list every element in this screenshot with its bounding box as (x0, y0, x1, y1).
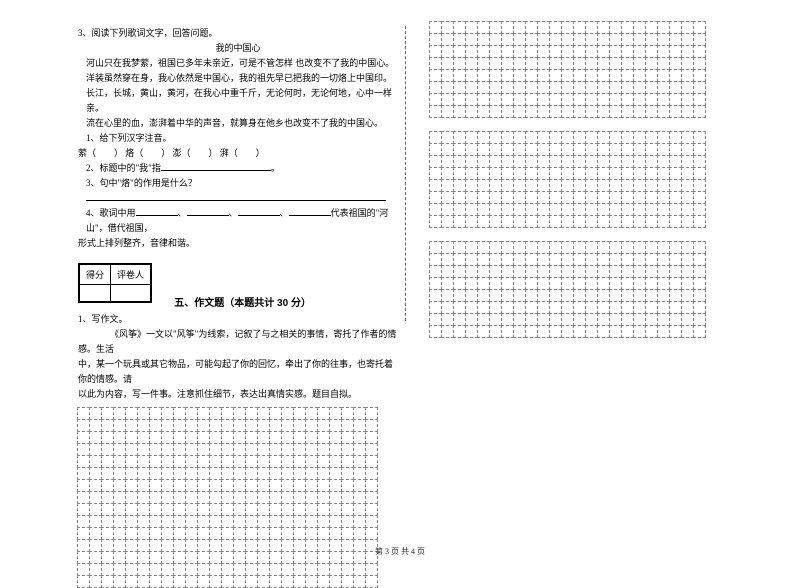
blank (187, 206, 229, 216)
q3-sub3-blank (78, 191, 398, 206)
grader-label: 评卷人 (111, 265, 151, 285)
q3-sub4-f: 形式上排列整齐，音律和谐。 (78, 236, 398, 251)
q3-sub2-b: 。 (271, 163, 280, 173)
page: 3、阅读下列歌词文字，回答问题。 我的中国心 河山只在我梦萦，祖国已多年未亲近，… (0, 0, 800, 565)
q3-num-text: 3、 (78, 28, 92, 38)
q3-sub4-b: 、 (178, 208, 187, 218)
q3-p3: 长江，长城，黄山，黄河，在我心中重千斤，无论何时，无论何地，心中一样亲。 (78, 86, 398, 116)
right-column (418, 22, 728, 352)
left-column: 3、阅读下列歌词文字，回答问题。 我的中国心 河山只在我梦萦，祖国已多年未亲近，… (78, 26, 398, 588)
q3-sub1: 1、给下列汉字注音。 (78, 131, 398, 146)
blank (161, 161, 271, 171)
grader-cell (111, 285, 151, 302)
blank (136, 206, 178, 216)
s5-q1-p3: 以此为内容，写一件事。注意抓住细节，表达出真情实感。题目自拟。 (78, 387, 398, 402)
grid-cell (693, 215, 706, 228)
q3-p4: 流在心里的血，澎湃着中华的声音，就算身在他乡也改变不了我的中国心。 (78, 116, 398, 131)
q3-sub4: 4、歌词中用、、、代表祖国的"河山"，借代祖国， (78, 206, 398, 236)
q3-sub4-c: 、 (229, 208, 238, 218)
score-label: 得分 (80, 265, 111, 285)
q3-intro: 阅读下列歌词文字，回答问题。 (92, 28, 218, 38)
q3-sub2-a: 2、标题中的"我"指 (86, 163, 161, 173)
q3-sub3: 3、句中"烙"的作用是什么？ (78, 176, 398, 191)
writing-grid-left (78, 408, 398, 588)
section5-title: 五、作文题（本题共计 30 分） (174, 294, 311, 309)
grid-cell (693, 325, 706, 338)
grid-cell (365, 575, 378, 588)
q3-title: 我的中国心 (78, 41, 398, 56)
q3-sub1-text: 萦（ ） 烙（ ） 澎（ ） 湃（ ） (78, 146, 398, 161)
q3-number: 3、阅读下列歌词文字，回答问题。 (78, 26, 398, 41)
page-footer: 第 3 页 共 4 页 (0, 546, 800, 557)
writing-grid-block (430, 132, 728, 228)
blank-long (86, 191, 386, 201)
column-divider (405, 26, 406, 321)
s5-q1-intro: 写作文。 (92, 314, 128, 324)
q3-sub4-a: 4、歌词中用 (86, 208, 136, 218)
writing-grid-block (430, 22, 728, 118)
s5-q1-p2: 中，某一个玩具或其它物品，可能勾起了你的回忆，牵出了你的往事，也寄托着你的情感。… (78, 357, 398, 387)
blank (238, 206, 280, 216)
writing-grid-block (430, 242, 728, 338)
q3-p1: 河山只在我梦萦，祖国已多年未亲近，可是不管怎样 也改变不了我的中国心。 (78, 56, 398, 71)
q3-sub4-d: 、 (280, 208, 289, 218)
q3-p2: 洋装虽然穿在身，我心依然是中国心，我的祖先早已把我的一切烙上中国印。 (78, 71, 398, 86)
score-cell (80, 285, 111, 302)
score-table: 得分 评卷人 (78, 263, 152, 303)
s5-q1: 1、写作文。 (78, 312, 398, 327)
q3-sub2: 2、标题中的"我"指 。 (78, 161, 398, 176)
s5-q1-p1: 《风筝》一文以"风筝"为线索，记叙了与之相关的事情，寄托了作者的情感。生活 (78, 327, 398, 357)
blank (289, 206, 331, 216)
grid-cell (693, 105, 706, 118)
s5-q1-num: 1、 (78, 314, 92, 324)
